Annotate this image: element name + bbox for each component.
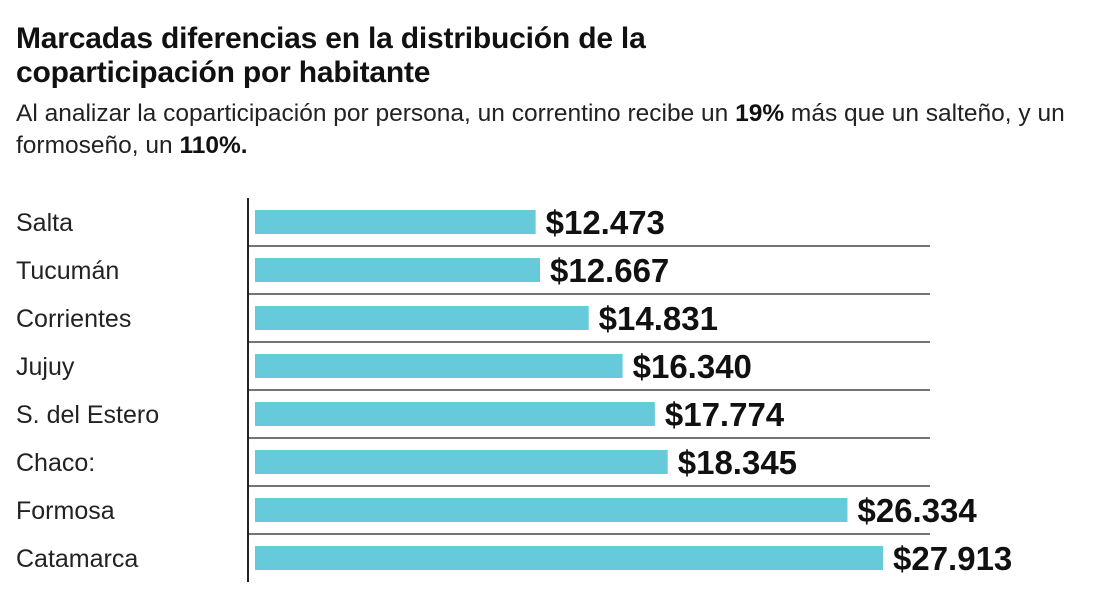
category-label: Chaco: xyxy=(16,449,95,477)
category-label: Corrientes xyxy=(16,305,131,333)
value-label: $14.831 xyxy=(599,300,718,337)
category-label: Salta xyxy=(16,209,73,237)
bar-2 xyxy=(255,306,589,330)
bar-7 xyxy=(255,546,883,570)
category-label: Catamarca xyxy=(16,545,138,573)
bar-1 xyxy=(255,258,540,282)
chart-title: Marcadas diferencias en la distribución … xyxy=(16,22,1076,90)
chart-subtitle: Al analizar la coparticipación por perso… xyxy=(16,98,1086,162)
bar-5 xyxy=(255,450,668,474)
value-label: $18.345 xyxy=(678,444,797,481)
bar-6 xyxy=(255,498,848,522)
value-label: $12.473 xyxy=(546,204,665,241)
subtitle-text-2: más que un salteño, y un formoseño, un xyxy=(16,100,1065,159)
bar-chart: Salta $12.473 Tucumán $12.667 Corrientes $14.… xyxy=(16,198,1012,582)
chart-title-line-2: coparticipación por habitante xyxy=(16,56,431,89)
category-label: Jujuy xyxy=(16,353,75,381)
category-label: S. del Estero xyxy=(16,401,159,429)
subtitle-text-1: Al analizar la coparticipación por perso… xyxy=(16,100,736,127)
value-label: $26.334 xyxy=(857,492,977,529)
category-label: Tucumán xyxy=(16,257,119,285)
value-label: $27.913 xyxy=(893,540,1012,577)
value-label: $12.667 xyxy=(550,252,669,289)
value-label: $17.774 xyxy=(665,396,785,433)
subtitle-highlight-2: 110%. xyxy=(179,132,248,159)
subtitle-highlight-1: 19% xyxy=(735,100,785,127)
bar-4 xyxy=(255,402,655,426)
value-label: $16.340 xyxy=(633,348,752,385)
chart-title-line-1: Marcadas diferencias en la distribución … xyxy=(16,22,646,55)
bar-0 xyxy=(255,210,536,234)
category-label: Formosa xyxy=(16,497,115,525)
bar-3 xyxy=(255,354,623,378)
